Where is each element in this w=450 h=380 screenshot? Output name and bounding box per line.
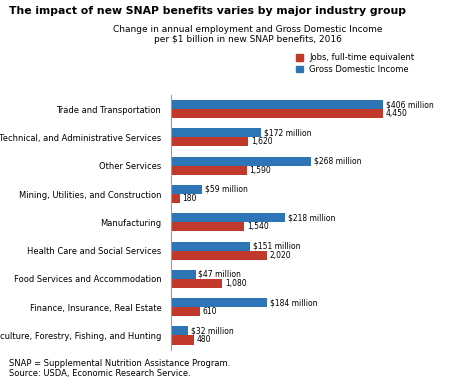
Text: 1,540: 1,540 xyxy=(247,222,269,231)
Text: 480: 480 xyxy=(197,336,211,345)
Bar xyxy=(171,185,202,194)
Bar xyxy=(171,109,383,118)
Text: 4,450: 4,450 xyxy=(386,109,408,118)
Text: $268 million: $268 million xyxy=(314,157,361,166)
Bar xyxy=(171,128,261,138)
Bar xyxy=(171,138,248,146)
Bar xyxy=(171,157,311,166)
Bar xyxy=(171,307,200,316)
Bar xyxy=(171,242,250,250)
Text: 610: 610 xyxy=(203,307,217,316)
Text: $151 million: $151 million xyxy=(252,242,300,250)
Text: $218 million: $218 million xyxy=(288,213,335,222)
Text: The impact of new SNAP benefits varies by major industry group: The impact of new SNAP benefits varies b… xyxy=(9,6,406,16)
Text: 1,080: 1,080 xyxy=(225,279,247,288)
Text: SNAP = Supplemental Nutrition Assistance Program.
Source: USDA, Economic Researc: SNAP = Supplemental Nutrition Assistance… xyxy=(9,359,230,378)
Bar xyxy=(171,298,267,307)
Text: $184 million: $184 million xyxy=(270,298,317,307)
Bar xyxy=(171,336,194,345)
Text: 180: 180 xyxy=(182,194,197,203)
Text: $32 million: $32 million xyxy=(190,326,233,336)
Legend: Jobs, full-time equivalent, Gross Domestic Income: Jobs, full-time equivalent, Gross Domest… xyxy=(296,53,414,74)
Bar xyxy=(171,222,244,231)
Text: 1,620: 1,620 xyxy=(251,138,273,146)
Bar xyxy=(171,250,267,260)
Bar xyxy=(171,194,180,203)
Bar xyxy=(171,326,188,336)
Text: 2,020: 2,020 xyxy=(270,251,292,260)
Bar xyxy=(171,213,285,222)
Text: $59 million: $59 million xyxy=(205,185,248,194)
Bar xyxy=(171,270,195,279)
Text: $172 million: $172 million xyxy=(264,128,311,138)
Bar xyxy=(171,279,222,288)
Text: $47 million: $47 million xyxy=(198,270,241,279)
Bar xyxy=(171,166,247,175)
Text: Change in annual employment and Gross Domestic Income
per $1 billion in new SNAP: Change in annual employment and Gross Do… xyxy=(113,25,382,44)
Bar xyxy=(171,100,383,109)
Text: $406 million: $406 million xyxy=(386,100,433,109)
Text: 1,590: 1,590 xyxy=(250,166,271,175)
